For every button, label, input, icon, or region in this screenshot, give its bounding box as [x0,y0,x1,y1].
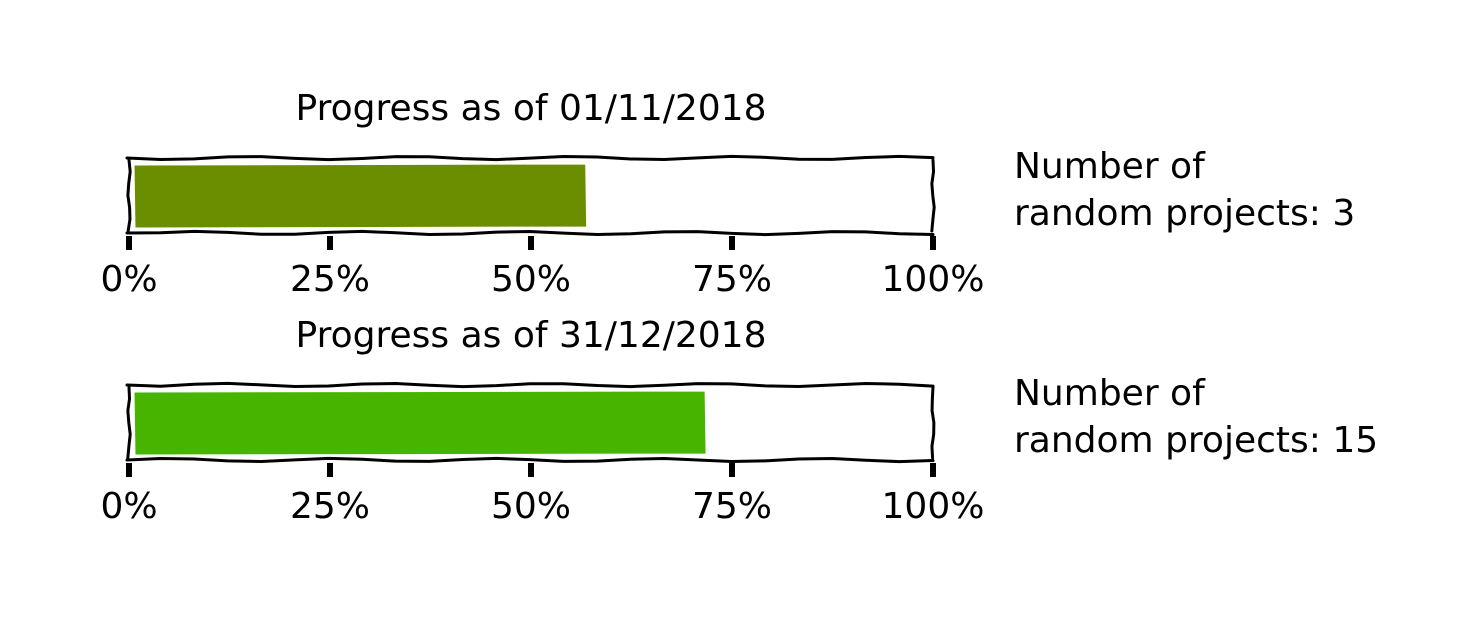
bar-frame-top [125,381,935,389]
chart-title: Progress as of 01/11/2018 [296,88,767,129]
bar-frame-bottom [125,456,935,464]
tick-label: 50% [491,486,571,527]
bar-frame-top [125,154,935,162]
side-label-line1: Number of [1014,373,1206,414]
progress-panel-1: Progress as of 01/11/2018 0% 25% 50% 75% 100%… [100,88,1355,300]
tick-label: 100% [882,486,985,527]
bar-frame-right [930,385,936,460]
progress-panel-2: Progress as of 31/12/2018 0% 25% 50% 75% 100%… [100,315,1378,527]
tick-label: 75% [692,486,772,527]
tick-label: 50% [491,259,571,300]
side-label-line2: random projects: 3 [1014,193,1355,234]
tick-label: 25% [290,486,370,527]
tick-label: 0% [100,259,157,300]
side-label-line1: Number of [1014,146,1206,187]
chart-title: Progress as of 31/12/2018 [296,315,767,356]
progress-fill [131,388,709,458]
bar-frame-left [126,385,132,460]
side-label-line2: random projects: 15 [1014,420,1378,461]
tick-label: 0% [100,486,157,527]
tick-label: 25% [290,259,370,300]
bar-frame-left [126,158,132,233]
bar-frame-right [930,158,936,233]
progress-fill [131,161,590,231]
tick-label: 100% [882,259,985,300]
tick-label: 75% [692,259,772,300]
bar-frame-bottom [125,229,935,237]
